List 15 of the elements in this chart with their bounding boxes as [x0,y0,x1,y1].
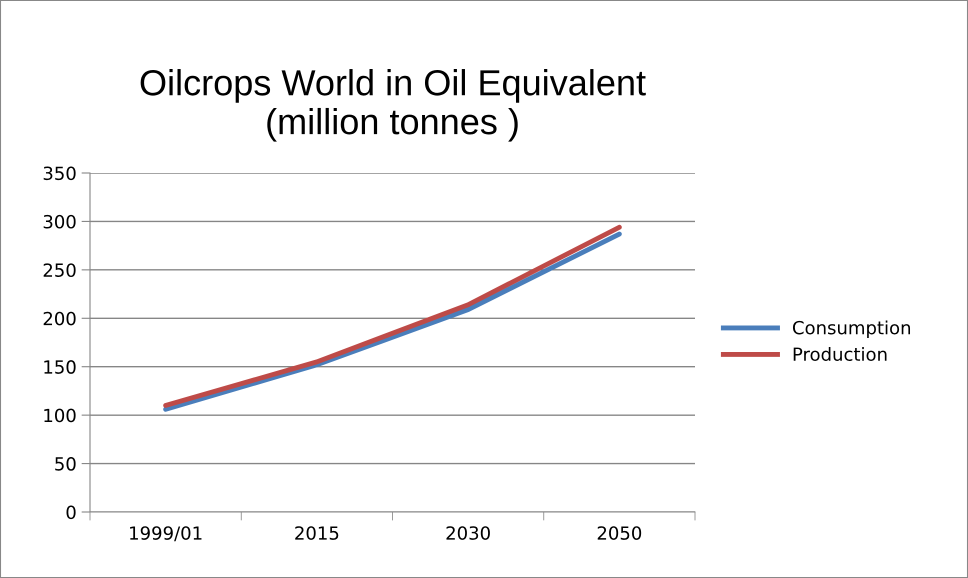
y-tick-label: 200 [44,312,76,326]
x-tick-label: 1999/01 [130,526,202,542]
y-tick-label: 250 [44,263,76,277]
y-tick-label: 300 [44,214,76,229]
x-tick-label: 2050 [598,526,642,540]
legend-label: Production [794,347,886,361]
chart-title: Oilcrops World in Oil Equivalent (million tonnes ) [140,69,646,142]
y-tick-label: 150 [44,360,76,374]
x-tick-label: 2030 [446,526,490,540]
y-tick-label: 100 [44,408,76,422]
y-tick-label: 350 [44,166,76,180]
x-tick-label: 2015 [295,526,338,540]
y-tick-label: 50 [55,457,76,471]
legend-label: Consumption [792,320,910,338]
y-tick-label: 0 [66,505,76,520]
